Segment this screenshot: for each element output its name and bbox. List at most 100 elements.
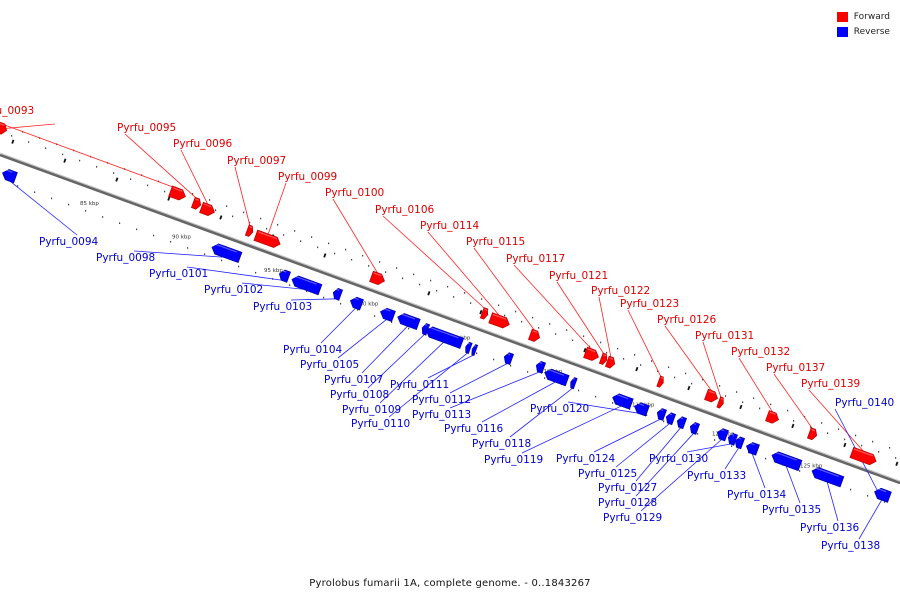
reverse-gene-label[interactable]: Pyrfu_0094 bbox=[39, 236, 99, 248]
forward-gene[interactable] bbox=[0, 121, 9, 136]
reverse-gene-label[interactable]: Pyrfu_0136 bbox=[800, 522, 860, 534]
reverse-gene-label[interactable]: Pyrfu_0138 bbox=[821, 540, 880, 552]
reverse-gene-label[interactable]: Pyrfu_0104 bbox=[283, 344, 343, 356]
reverse-gene[interactable] bbox=[210, 242, 243, 264]
reverse-gene[interactable] bbox=[396, 312, 421, 331]
forward-gene-label[interactable]: Pyrfu_0096 bbox=[173, 138, 233, 150]
reverse-gene[interactable] bbox=[611, 392, 634, 410]
reverse-gene[interactable] bbox=[470, 344, 479, 356]
forward-gene[interactable] bbox=[765, 410, 780, 424]
forward-gene-label[interactable]: Pyrfu_0131 bbox=[695, 330, 754, 342]
legend-reverse[interactable]: Reverse bbox=[836, 24, 890, 39]
forward-gene-label[interactable]: Pyrfu_0099 bbox=[278, 171, 337, 183]
reverse-gene-label[interactable]: Pyrfu_0109 bbox=[342, 404, 401, 416]
reverse-gene-label[interactable]: Pyrfu_0102 bbox=[204, 284, 263, 296]
reverse-gene[interactable] bbox=[633, 401, 650, 417]
forward-gene[interactable] bbox=[604, 355, 616, 369]
reverse-gene-label[interactable]: Pyrfu_0134 bbox=[727, 489, 787, 501]
reverse-gene[interactable] bbox=[733, 436, 746, 450]
forward-gene[interactable] bbox=[716, 396, 725, 409]
forward-gene-label[interactable]: Pyrfu_0123 bbox=[620, 298, 679, 310]
reverse-gene[interactable] bbox=[420, 323, 431, 336]
forward-gene-label[interactable]: Pyrfu_0100 bbox=[325, 187, 384, 199]
reverse-gene[interactable] bbox=[348, 296, 364, 311]
forward-gene-label[interactable]: Pyrfu_0117 bbox=[506, 253, 565, 265]
reverse-gene-label[interactable]: Pyrfu_0111 bbox=[390, 379, 449, 391]
reverse-gene[interactable] bbox=[534, 360, 547, 374]
forward-gene[interactable] bbox=[244, 224, 254, 237]
forward-gene[interactable] bbox=[806, 427, 818, 441]
reverse-gene[interactable] bbox=[1, 168, 18, 184]
guide-dot bbox=[889, 446, 891, 449]
reverse-gene-label[interactable]: Pyrfu_0101 bbox=[149, 268, 208, 280]
reverse-gene-label[interactable]: Pyrfu_0125 bbox=[578, 468, 637, 480]
forward-gene[interactable] bbox=[369, 270, 387, 286]
legend-forward[interactable]: Forward bbox=[836, 9, 890, 24]
reverse-gene-label[interactable]: Pyrfu_0107 bbox=[324, 374, 383, 386]
reverse-gene-label[interactable]: Pyrfu_0124 bbox=[556, 453, 616, 465]
reverse-gene[interactable] bbox=[770, 450, 803, 472]
reverse-gene[interactable] bbox=[715, 427, 729, 442]
forward-gene-label[interactable]: Pyrfu_0132 bbox=[731, 346, 790, 358]
reverse-gene[interactable] bbox=[379, 306, 396, 322]
reverse-gene[interactable] bbox=[675, 416, 688, 430]
forward-gene[interactable] bbox=[583, 346, 601, 362]
reverse-gene[interactable] bbox=[664, 412, 677, 426]
forward-gene[interactable] bbox=[528, 328, 541, 343]
reverse-gene[interactable] bbox=[290, 274, 323, 296]
reverse-gene-label[interactable]: Pyrfu_0112 bbox=[412, 394, 471, 406]
reverse-gene-label[interactable]: Pyrfu_0130 bbox=[649, 453, 708, 465]
forward-gene[interactable] bbox=[704, 388, 719, 403]
reverse-gene[interactable] bbox=[655, 407, 668, 421]
forward-gene[interactable] bbox=[199, 201, 217, 217]
forward-gene-label[interactable]: Pyrfu_0139 bbox=[801, 378, 860, 390]
forward-gene-label[interactable]: Pyrfu_0106 bbox=[375, 204, 435, 216]
reverse-gene[interactable] bbox=[464, 341, 473, 354]
forward-gene-label[interactable]: Pyrfu_0122 bbox=[591, 285, 650, 297]
reverse-gene[interactable] bbox=[569, 377, 578, 390]
reverse-gene[interactable] bbox=[688, 421, 701, 435]
reverse-gene-label[interactable]: Pyrfu_0133 bbox=[687, 470, 746, 482]
forward-gene-label[interactable]: Pyrfu_0137 bbox=[766, 362, 825, 374]
reverse-gene-label[interactable]: Pyrfu_0129 bbox=[603, 512, 662, 524]
reverse-gene-label[interactable]: Pyrfu_0128 bbox=[598, 497, 657, 509]
reverse-gene-label[interactable]: Pyrfu_0118 bbox=[472, 438, 531, 450]
reverse-gene[interactable] bbox=[424, 325, 465, 349]
forward-gene-label[interactable]: Pyrfu_0093 bbox=[0, 105, 34, 117]
reverse-gene[interactable] bbox=[873, 487, 892, 503]
reverse-gene-label[interactable]: Pyrfu_0110 bbox=[351, 418, 410, 430]
reverse-gene-label[interactable]: Pyrfu_0135 bbox=[762, 504, 821, 516]
reverse-gene-label[interactable]: Pyrfu_0105 bbox=[300, 359, 359, 371]
reverse-gene-label[interactable]: Pyrfu_0120 bbox=[530, 403, 589, 415]
reverse-gene-label[interactable]: Pyrfu_0119 bbox=[484, 454, 543, 466]
forward-gene-label[interactable]: Pyrfu_0121 bbox=[549, 270, 608, 282]
reverse-gene-label[interactable]: Pyrfu_0098 bbox=[96, 252, 155, 264]
reverse-gene[interactable] bbox=[744, 441, 760, 456]
forward-gene-label[interactable]: Pyrfu_0115 bbox=[466, 236, 525, 248]
forward-gene[interactable] bbox=[168, 185, 188, 202]
forward-gene[interactable] bbox=[849, 446, 878, 466]
reverse-gene[interactable] bbox=[726, 432, 739, 446]
forward-gene[interactable] bbox=[253, 229, 282, 249]
reverse-gene-label[interactable]: Pyrfu_0127 bbox=[598, 482, 657, 494]
forward-gene[interactable] bbox=[488, 312, 512, 330]
reverse-gene[interactable] bbox=[502, 352, 515, 366]
reverse-gene-label[interactable]: Pyrfu_0116 bbox=[444, 423, 504, 435]
forward-gene-label[interactable]: Pyrfu_0095 bbox=[117, 122, 176, 134]
guide-dot bbox=[714, 439, 716, 441]
reverse-gene-label[interactable]: Pyrfu_0108 bbox=[330, 389, 389, 401]
reverse-gene-label[interactable]: Pyrfu_0103 bbox=[253, 301, 312, 313]
forward-gene-label[interactable]: Pyrfu_0126 bbox=[657, 314, 717, 326]
forward-gene[interactable] bbox=[656, 375, 665, 388]
forward-gene[interactable] bbox=[190, 196, 202, 210]
reverse-gene[interactable] bbox=[277, 269, 291, 283]
reverse-gene[interactable] bbox=[331, 287, 344, 301]
reverse-gene-label[interactable]: Pyrfu_0140 bbox=[835, 397, 894, 409]
forward-gene-label[interactable]: Pyrfu_0114 bbox=[420, 220, 480, 232]
forward-gene-label[interactable]: Pyrfu_0097 bbox=[227, 155, 286, 167]
reverse-gene-label[interactable]: Pyrfu_0113 bbox=[412, 409, 471, 421]
forward-gene[interactable] bbox=[598, 352, 608, 365]
forward-gene[interactable] bbox=[479, 307, 489, 320]
reverse-gene[interactable] bbox=[810, 466, 845, 488]
reverse-gene[interactable] bbox=[543, 367, 570, 387]
